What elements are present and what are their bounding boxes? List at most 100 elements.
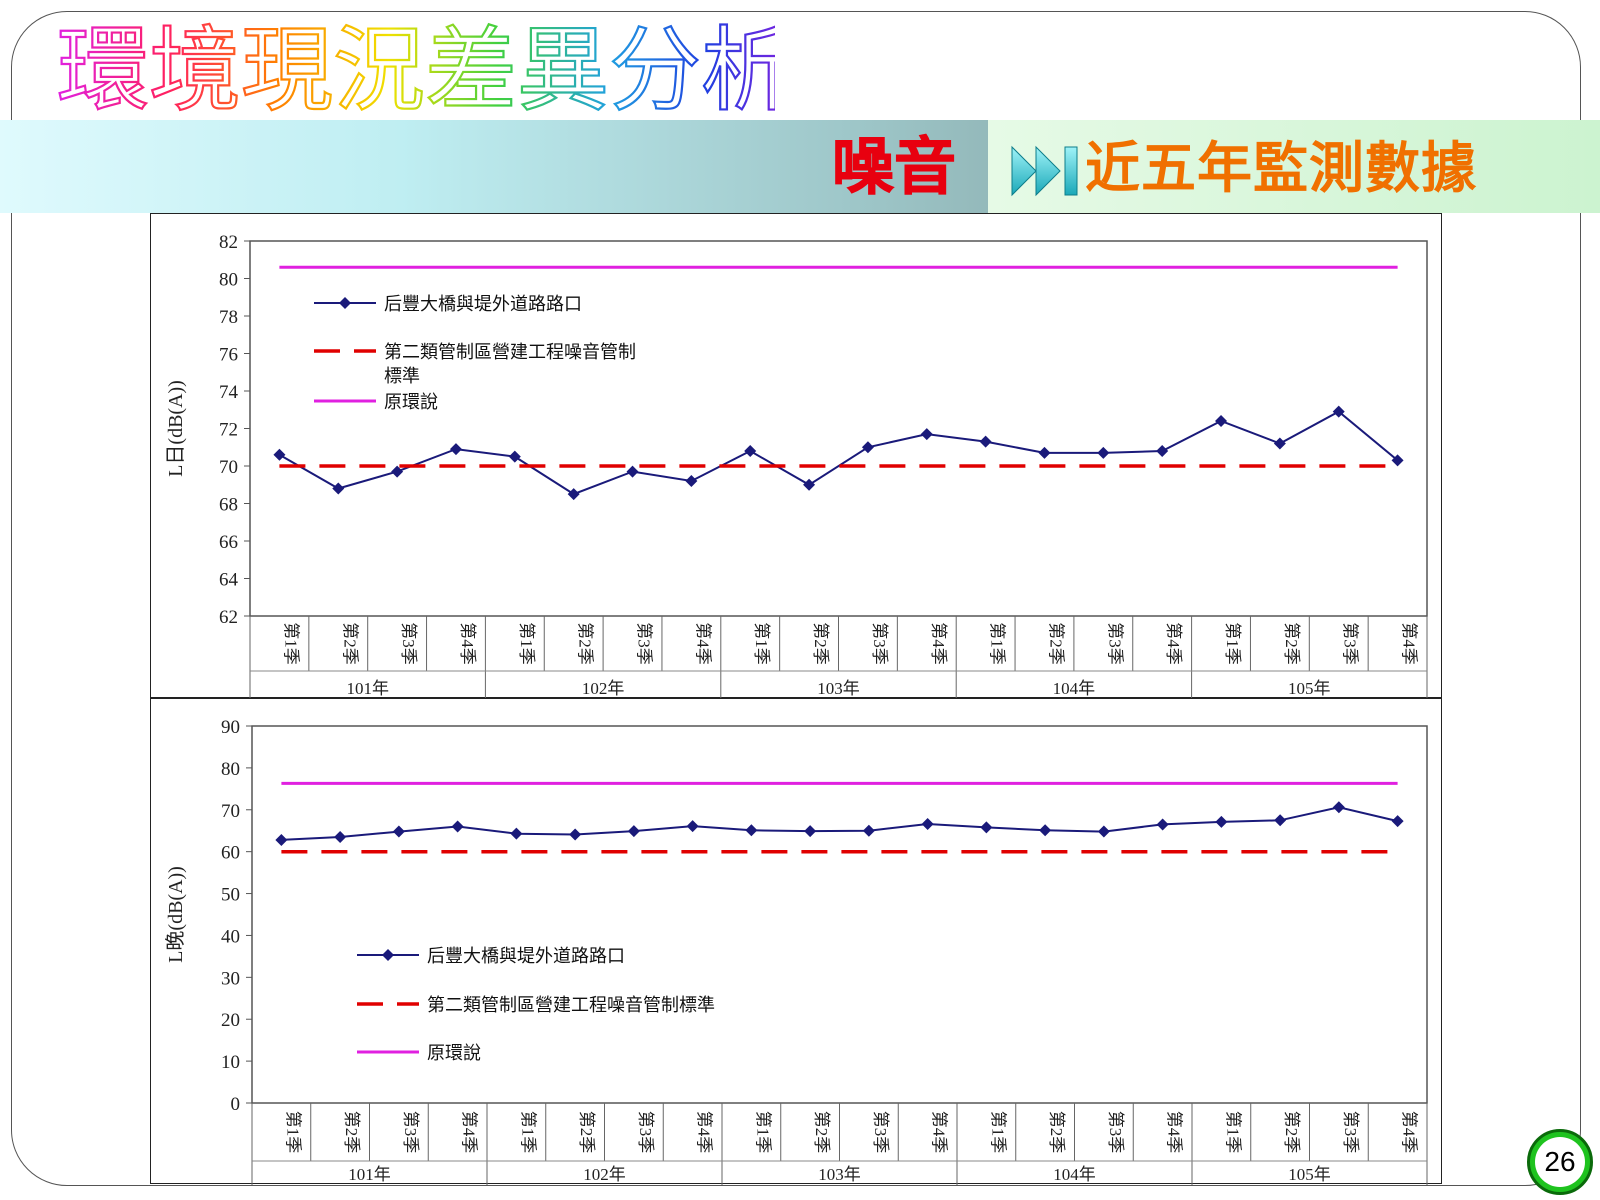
x-tick-label: 第3季 — [1106, 1111, 1125, 1154]
x-tick-label: 第4季 — [693, 622, 712, 665]
data-point-marker — [861, 441, 874, 454]
y-tick-label: 76 — [219, 345, 238, 366]
x-group-label: 104年 — [1053, 1165, 1096, 1184]
x-tick-label: 第2季 — [576, 622, 595, 665]
data-point-marker — [1215, 815, 1228, 828]
x-tick-label: 第3季 — [1341, 1111, 1360, 1154]
y-tick-label: 10 — [221, 1052, 240, 1073]
y-tick-label: 62 — [219, 607, 238, 628]
y-axis-label: L日(dB(A)) — [165, 380, 187, 477]
chart-day: 62 64 66 68 70 72 74 76 78 80 82 L日(dB(A)) 第1季 第2季 第3季… — [150, 213, 1442, 699]
data-point-marker — [1332, 801, 1345, 814]
plot-area — [251, 725, 1428, 1104]
data-point-marker — [273, 448, 286, 461]
y-tick-label: 66 — [219, 532, 238, 553]
x-tick-label: 第4季 — [1400, 622, 1419, 665]
x-tick-label: 第4季 — [460, 1111, 479, 1154]
x-group-label: 105年 — [1288, 1165, 1331, 1184]
chart-evening: 0 10 20 30 40 50 60 70 80 90 L晚(dB(A)) 第1季 第2季 第3季 第4季… — [150, 698, 1442, 1185]
data-point-marker — [627, 825, 640, 838]
x-tick-label: 第2季 — [1046, 622, 1065, 665]
legend-label-standard-cont: 標準 — [384, 366, 420, 387]
data-point-marker — [685, 475, 698, 487]
x-group-label: 102年 — [582, 679, 625, 698]
data-point-marker — [1391, 454, 1404, 467]
y-tick-label: 64 — [219, 570, 239, 591]
legend-marker-site — [382, 949, 394, 961]
data-point-marker — [451, 820, 464, 833]
x-group-label: 105年 — [1288, 679, 1331, 698]
data-point-marker — [569, 828, 582, 841]
legend-label-standard: 第二類管制區營建工程噪音管制標準 — [427, 995, 715, 1016]
data-point-marker — [567, 488, 580, 501]
x-tick-label: 第4季 — [695, 1111, 714, 1154]
x-tick-label: 第1季 — [988, 622, 1007, 665]
data-point-marker — [334, 831, 347, 844]
title-text: 環境現況差異分析 — [57, 17, 775, 120]
y-tick-label: 20 — [221, 1010, 240, 1031]
x-tick-label: 第2季 — [812, 1111, 831, 1154]
data-point-marker — [980, 821, 993, 834]
data-point-marker — [686, 820, 699, 833]
x-tick-label: 第1季 — [753, 1111, 772, 1154]
legend-label-site: 后豐大橋與堤外道路路口 — [384, 294, 582, 315]
y-tick-label: 82 — [219, 232, 238, 253]
subtitle: 近五年監測數據 — [1085, 136, 1478, 200]
data-point-marker — [1097, 446, 1110, 459]
data-point-marker — [1215, 415, 1228, 427]
section-label: 噪音 — [831, 130, 957, 203]
x-tick-label: 第3季 — [636, 1111, 655, 1154]
data-point-marker — [921, 818, 934, 831]
x-tick-label: 第2季 — [811, 622, 830, 665]
slide-title: 環境現況差異分析 — [55, 4, 775, 120]
x-tick-label: 第4季 — [1400, 1111, 1419, 1154]
data-point-marker — [744, 445, 757, 457]
y-tick-label: 80 — [221, 759, 240, 780]
data-point-marker — [1273, 437, 1286, 450]
x-group-label: 103年 — [817, 679, 860, 698]
x-tick-label: 第1季 — [1223, 622, 1242, 665]
x-tick-label: 第4季 — [930, 1111, 949, 1154]
y-tick-label: 70 — [221, 801, 240, 822]
legend-marker-site — [339, 297, 351, 309]
data-point-marker — [391, 465, 404, 478]
data-point-marker — [1039, 824, 1052, 837]
data-point-marker — [803, 478, 816, 491]
data-point-marker — [626, 465, 639, 478]
data-point-marker — [1038, 446, 1051, 459]
legend-label-standard: 第二類管制區營建工程噪音管制 — [384, 342, 636, 363]
data-point-marker — [745, 824, 758, 837]
legend-label-eia: 原環說 — [384, 392, 438, 413]
x-tick-label: 第2季 — [1282, 1111, 1301, 1154]
x-tick-label: 第2季 — [1047, 1111, 1066, 1154]
y-tick-label: 60 — [221, 843, 240, 864]
chart-day-svg: 62 64 66 68 70 72 74 76 78 80 82 L日(dB(A)) 第1季 第2季 第3季… — [165, 232, 1428, 699]
x-tick-label: 第1季 — [281, 622, 300, 665]
data-point-marker — [1156, 445, 1169, 457]
x-tick-label: 第3季 — [1341, 622, 1360, 665]
data-point-marker — [1097, 825, 1110, 838]
data-point-marker — [979, 435, 992, 448]
y-tick-label: 90 — [221, 717, 240, 738]
x-tick-label: 第1季 — [518, 1111, 537, 1154]
x-tick-label: 第1季 — [988, 1111, 1007, 1154]
x-tick-label: 第1季 — [1223, 1111, 1242, 1154]
data-point-marker — [449, 443, 462, 456]
series-line-site — [278, 410, 1399, 496]
data-point-marker — [804, 825, 817, 838]
x-tick-label: 第4季 — [458, 622, 477, 665]
data-point-marker — [332, 482, 345, 495]
data-point-marker — [1156, 818, 1169, 831]
y-tick-label: 72 — [219, 420, 238, 441]
x-group-label: 101年 — [346, 679, 389, 698]
y-tick-label: 50 — [221, 885, 240, 906]
slide-title-graphic: 環境現況差異分析 — [56, 16, 775, 120]
chart-evening-svg: 0 10 20 30 40 50 60 70 80 90 L晚(dB(A)) 第1季 第2季 第3季 第4季… — [164, 717, 1428, 1185]
data-point-marker — [392, 825, 405, 838]
x-tick-label: 第1季 — [283, 1111, 302, 1154]
subtitle-banner — [988, 120, 1600, 213]
y-tick-label: 80 — [219, 270, 238, 291]
plot-area — [249, 240, 1428, 617]
x-tick-label: 第1季 — [517, 622, 536, 665]
x-group-label: 102年 — [583, 1165, 626, 1184]
